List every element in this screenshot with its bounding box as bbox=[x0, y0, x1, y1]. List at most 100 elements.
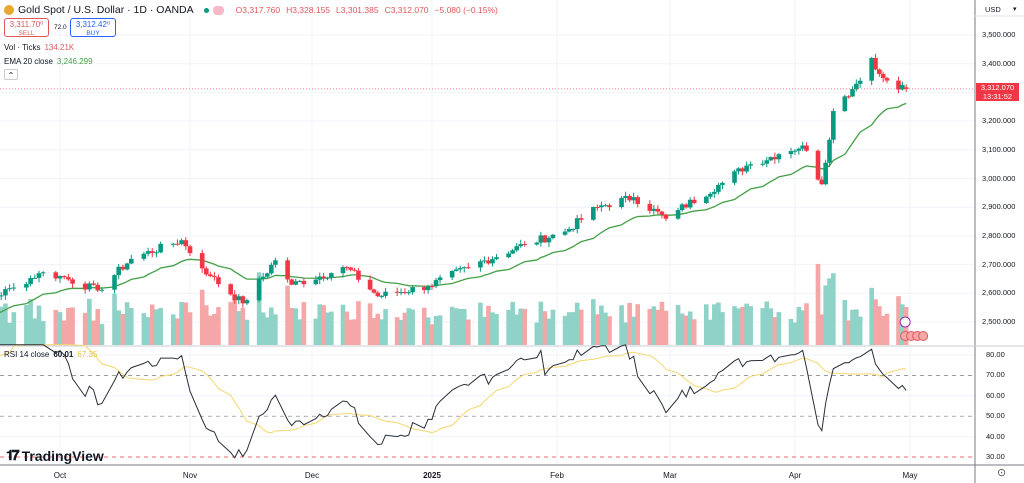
candle bbox=[514, 246, 519, 251]
volume-bar bbox=[394, 317, 400, 345]
volume-bar bbox=[679, 313, 685, 345]
candle bbox=[120, 266, 126, 270]
volume-bar bbox=[321, 305, 326, 345]
candle bbox=[854, 83, 859, 90]
volume-bar bbox=[128, 308, 134, 345]
candle bbox=[675, 210, 681, 219]
volume-bar bbox=[116, 310, 122, 345]
volume-bar bbox=[792, 322, 798, 345]
candle bbox=[53, 272, 59, 279]
volume-bar bbox=[371, 317, 377, 345]
candle bbox=[28, 278, 33, 285]
symbol-title: Gold Spot / U.S. Dollar · 1D · OANDA bbox=[18, 4, 194, 16]
candle bbox=[379, 295, 384, 297]
volume-bar bbox=[574, 302, 580, 345]
volume-bar bbox=[748, 306, 753, 345]
candle bbox=[804, 145, 809, 151]
volume-bar bbox=[647, 308, 653, 345]
candle bbox=[510, 250, 515, 254]
candle bbox=[736, 168, 741, 172]
candle bbox=[149, 251, 155, 253]
volume-bar bbox=[340, 304, 346, 345]
candle bbox=[112, 275, 117, 290]
volume-bar bbox=[534, 322, 540, 345]
us-flag-event-icon bbox=[918, 331, 929, 341]
candle bbox=[321, 276, 326, 279]
candle bbox=[494, 257, 499, 260]
volume-bar bbox=[379, 319, 384, 345]
candle bbox=[244, 300, 250, 304]
rsi-legend[interactable]: RSI 14 close 60.01 67.35 bbox=[4, 350, 97, 359]
candle bbox=[297, 280, 303, 282]
settings-icon[interactable]: ⊙ bbox=[997, 467, 1007, 479]
ohlc-change: −5.080 (−0.15%) bbox=[434, 5, 498, 15]
market-open-icon[interactable] bbox=[203, 7, 209, 13]
volume-bar bbox=[179, 301, 184, 345]
time-tick: Apr bbox=[788, 471, 802, 480]
currency-selector[interactable]: USD bbox=[985, 5, 1001, 14]
candle bbox=[542, 235, 548, 243]
volume-legend[interactable]: Vol · Ticks 134.21K bbox=[4, 43, 74, 52]
volume-bar bbox=[57, 312, 63, 345]
volume-bar bbox=[627, 302, 632, 345]
volume-bar bbox=[607, 316, 612, 345]
volume-bar bbox=[880, 315, 886, 345]
rsi-ma-line bbox=[0, 344, 907, 434]
candle bbox=[744, 165, 749, 172]
candle bbox=[203, 268, 209, 275]
volume-bar bbox=[3, 303, 8, 345]
candle bbox=[788, 151, 794, 155]
candle bbox=[683, 204, 689, 208]
candle bbox=[433, 280, 439, 287]
price-tick: 3,100.000 bbox=[982, 144, 1016, 154]
candle bbox=[32, 277, 38, 279]
candle bbox=[857, 80, 863, 84]
volume-bar bbox=[216, 307, 221, 345]
volume-bar bbox=[651, 306, 657, 345]
volume-bar bbox=[141, 313, 147, 345]
candle bbox=[877, 69, 882, 74]
volume-bar bbox=[66, 307, 71, 345]
volume-bar bbox=[788, 318, 794, 345]
price-tick: 3,400.000 bbox=[982, 58, 1016, 68]
candle bbox=[716, 184, 721, 192]
candle bbox=[293, 281, 299, 285]
flag-icon[interactable] bbox=[212, 5, 224, 15]
symbol-legend[interactable]: Gold Spot / U.S. Dollar · 1D · OANDA O3,… bbox=[4, 4, 498, 16]
volume-bar bbox=[410, 309, 415, 345]
candle bbox=[651, 208, 657, 211]
candle bbox=[546, 237, 552, 243]
candle bbox=[776, 154, 782, 160]
volume-bar bbox=[510, 301, 515, 345]
volume-bar bbox=[591, 299, 596, 345]
volume-bar bbox=[506, 309, 511, 345]
buy-button[interactable]: 3,312.42⁰ BUY bbox=[70, 18, 116, 37]
volume-bar bbox=[772, 317, 778, 345]
volume-bar bbox=[691, 319, 697, 345]
volume-bar bbox=[884, 313, 890, 345]
time-tick: Dec bbox=[304, 471, 320, 480]
rsi-tick: 30.00 bbox=[986, 452, 1005, 461]
volume-bar bbox=[11, 312, 17, 345]
volume-bar bbox=[518, 308, 524, 345]
candle bbox=[819, 179, 825, 185]
candle bbox=[884, 78, 890, 81]
caret-down-icon[interactable]: ▾ bbox=[1013, 6, 1017, 13]
candle bbox=[815, 150, 821, 180]
rsi-tick: 40.00 bbox=[986, 431, 1005, 441]
candle bbox=[183, 240, 189, 247]
tradingview-logo[interactable]: 𝟏𝟕 TradingView bbox=[6, 447, 104, 464]
price-tick: 3,200.000 bbox=[982, 116, 1016, 126]
volume-bar bbox=[850, 309, 855, 345]
volume-bar bbox=[433, 315, 439, 345]
candle bbox=[903, 87, 909, 89]
sell-button[interactable]: 3,311.70⁰ SELL bbox=[4, 18, 49, 37]
candle bbox=[599, 205, 604, 208]
volume-bar bbox=[776, 312, 782, 345]
collapse-legend-button[interactable]: ⌃ bbox=[4, 69, 18, 80]
candle bbox=[595, 207, 600, 209]
ema-legend[interactable]: EMA 20 close 3,246.299 bbox=[4, 57, 93, 66]
candle bbox=[703, 196, 709, 204]
volume-bar bbox=[53, 309, 59, 345]
